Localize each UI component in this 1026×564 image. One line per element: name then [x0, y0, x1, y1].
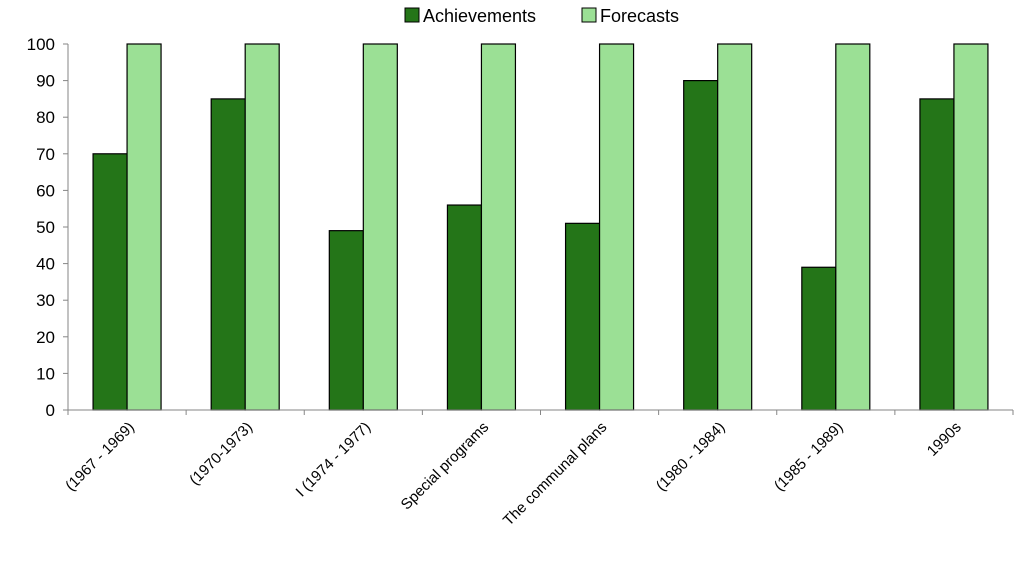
bar-achievements: [919, 98, 955, 411]
bar-achievements: [683, 79, 719, 411]
bar-forecasts: [480, 43, 517, 411]
legend: Achievements Forecasts: [404, 6, 679, 26]
legend-label-forecasts: Forecasts: [600, 6, 679, 26]
y-tick-label: 100: [27, 35, 55, 54]
y-tick-label: 20: [36, 328, 55, 347]
bar-forecasts: [126, 43, 162, 411]
y-tick-label: 40: [36, 255, 55, 274]
y-tick-label: 90: [36, 72, 55, 91]
bars: [92, 43, 989, 411]
bar-achievements: [446, 204, 483, 411]
x-tick-label: Special programs: [398, 419, 493, 514]
bar-forecasts: [362, 43, 398, 411]
bar-achievements: [210, 98, 246, 411]
x-axis: (1967 - 1969) (1970-1973) I (1974 - 1977) S…: [62, 409, 1014, 529]
x-tick-label: (1970-1973): [186, 419, 256, 489]
x-tick-label: (1985 - 1989): [771, 419, 847, 495]
x-tick-label: 1990s: [924, 419, 965, 460]
x-tick-label: (1967 - 1969): [62, 419, 138, 495]
legend-label-achievements: Achievements: [423, 6, 536, 26]
legend-swatch-achievements: [404, 7, 420, 23]
y-tick-label: 10: [36, 364, 55, 383]
x-tick-label: (1980 - 1984): [653, 419, 729, 495]
bar-forecasts: [953, 43, 989, 411]
y-tick-label: 80: [36, 108, 55, 127]
y-tick-label: 0: [46, 401, 55, 420]
bar-achievements: [92, 153, 128, 411]
y-tick-label: 50: [36, 218, 55, 237]
legend-swatch-forecasts: [581, 7, 597, 23]
bar-forecasts: [717, 43, 753, 411]
x-tick-label: The communal plans: [500, 419, 610, 529]
y-tick-label: 30: [36, 291, 55, 310]
bar-achievements: [328, 230, 364, 411]
bar-achievements: [564, 222, 601, 411]
y-tick-label: 70: [36, 145, 55, 164]
bar-achievements: [801, 266, 837, 411]
y-tick-label: 60: [36, 181, 55, 200]
y-axis: 0 10 20 30 40 50 60 70 80 90 100: [27, 35, 69, 420]
x-tick-label: I (1974 - 1977): [293, 419, 375, 501]
bar-forecasts: [244, 43, 280, 411]
bar-forecasts: [835, 43, 871, 411]
bar-forecasts: [598, 43, 635, 411]
